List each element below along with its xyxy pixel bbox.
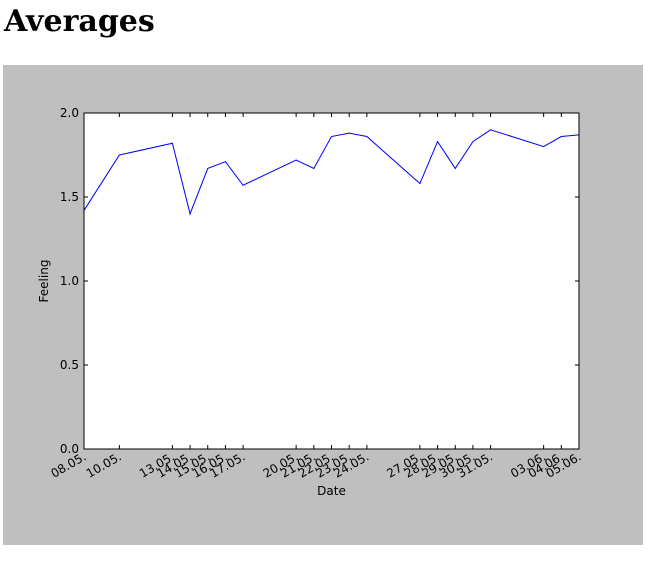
y-axis-label: Feeling [37,260,51,303]
data-point [419,183,421,185]
y-tick-label: 1.0 [60,274,79,288]
data-point [331,136,332,138]
data-point [313,167,315,169]
line-chart: 0.00.51.01.52.008.05.10.05. 13.05.14.05.1… [37,106,584,498]
data-point [189,213,191,215]
data-point [242,184,244,186]
y-tick-label: 0.5 [60,358,79,372]
y-tick-label: 1.5 [60,190,79,204]
data-point [490,129,492,131]
data-point [295,159,297,161]
data-point [472,141,474,143]
data-point [543,146,545,148]
data-point [437,141,439,143]
data-point [224,161,226,163]
x-tick-label: 10.05. [84,449,124,480]
y-tick-label: 2.0 [60,106,79,120]
data-point [348,132,350,134]
data-point [207,167,209,169]
series-line [83,129,580,216]
y-tick-label: 0.0 [60,442,79,456]
chart-figure: 0.0 0.5 1.0 1.5 2.0 08.05. 10.05. 13.05. 14.05. 1… [3,65,643,545]
data-point [560,136,562,138]
page-title: Averages [4,4,155,39]
data-point [118,154,120,156]
data-point [366,136,368,138]
plot-area [84,113,579,449]
data-point [171,142,173,144]
x-axis-label: Date [317,484,346,498]
data-point [454,167,456,169]
